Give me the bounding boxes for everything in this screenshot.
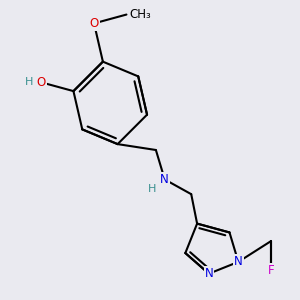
Text: O: O (89, 17, 99, 30)
Text: H: H (148, 184, 156, 194)
Text: N: N (205, 267, 213, 280)
Text: N: N (160, 173, 169, 186)
Text: CH₃: CH₃ (129, 8, 151, 21)
Text: F: F (267, 264, 274, 277)
Text: H: H (25, 77, 34, 87)
Text: O: O (36, 76, 46, 89)
Text: N: N (234, 255, 243, 268)
